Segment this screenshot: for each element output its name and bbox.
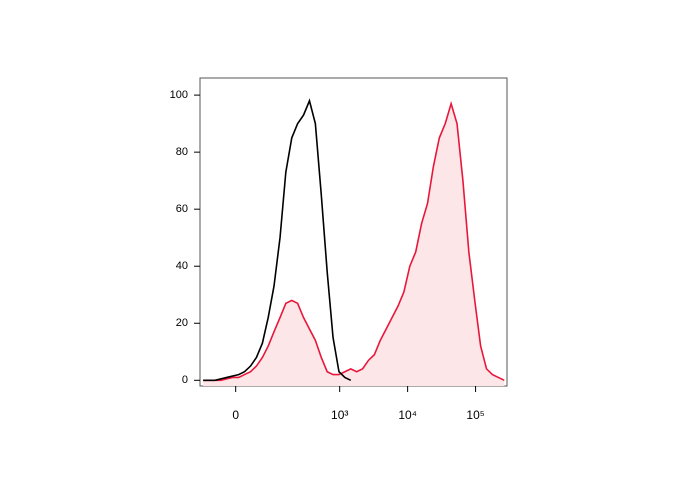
x-tick-label: 0 [232,408,239,422]
series-area [203,103,505,387]
series-line [203,98,352,382]
y-tick-label: 100 [170,89,188,101]
series-line [203,100,505,382]
x-tick-label: 10⁴ [398,408,417,422]
y-tick-label: 60 [176,203,188,215]
y-tick-label: 80 [176,146,188,158]
y-tick-label: 20 [176,317,188,329]
x-tick-label: 10⁵ [466,408,484,422]
y-tick-label: 40 [176,260,188,272]
x-tick-label: 10³ [331,408,348,422]
y-tick-label: 0 [182,374,188,386]
